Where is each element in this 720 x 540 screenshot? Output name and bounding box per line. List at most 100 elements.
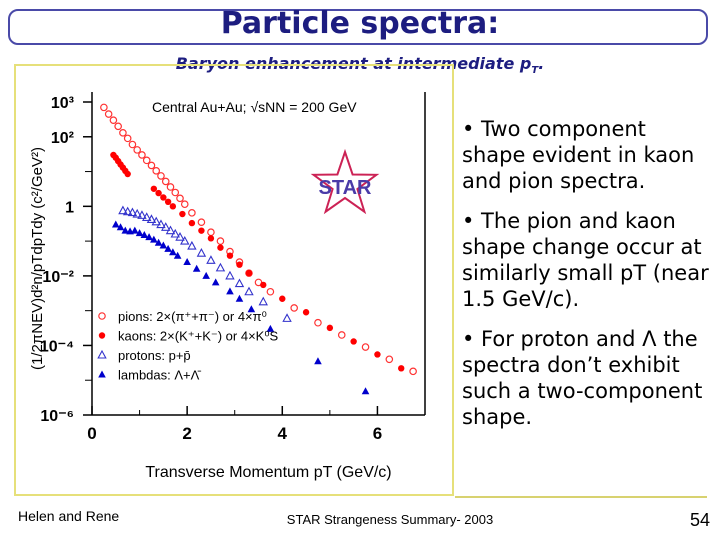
data-point bbox=[100, 103, 108, 112]
data-point bbox=[122, 206, 133, 216]
data-point bbox=[137, 210, 147, 219]
data-point bbox=[131, 226, 139, 234]
data-point bbox=[176, 194, 184, 203]
data-point bbox=[282, 313, 292, 322]
bullet-2: • The pion and kaon shape change occur a… bbox=[462, 209, 709, 311]
data-point bbox=[170, 228, 180, 238]
data-point bbox=[326, 324, 334, 332]
data-point bbox=[361, 343, 370, 351]
data-point bbox=[127, 207, 138, 217]
chart-legend: pions: 2×(π⁺+π⁻) or 4×π⁰ kaons: 2×(K⁺+K⁻)… bbox=[97, 309, 279, 383]
data-point bbox=[141, 212, 152, 221]
legend-marker bbox=[98, 370, 106, 378]
bullet-1: • Two component shape evident in kaon an… bbox=[462, 117, 695, 193]
bullet-3: • For proton and Λ the spectra don’t exh… bbox=[462, 327, 703, 429]
data-point bbox=[197, 218, 206, 226]
y-tick-label: 10⁻⁶ bbox=[40, 408, 74, 425]
x-tick-label: 0 bbox=[87, 424, 96, 443]
footer-authors: Helen and Rene bbox=[18, 508, 120, 524]
data-point bbox=[159, 241, 168, 249]
chart-axes: 0 2 4 6 10³ 10² 1 10⁻² 10⁻⁴ 10⁻⁶ bbox=[40, 92, 426, 443]
data-point bbox=[234, 278, 245, 288]
data-point bbox=[138, 151, 146, 159]
legend-label: lambdas: Λ+Λ̄ bbox=[118, 368, 201, 383]
data-point bbox=[202, 271, 210, 279]
y-axis-label: (1/2πNEV)d²n/pTdpTdy (c²/GeV²) bbox=[29, 147, 46, 370]
data-point bbox=[142, 156, 151, 165]
data-point bbox=[124, 170, 131, 178]
series-2 bbox=[118, 205, 292, 322]
chart-text: Transverse Momentum pT (GeV/c) (1/2πNEV)d… bbox=[29, 99, 392, 481]
data-point bbox=[207, 235, 215, 242]
legend-label: kaons: 2×(K⁺+K⁻) or 4×K⁰S bbox=[118, 329, 279, 344]
data-point bbox=[183, 258, 191, 266]
data-point bbox=[258, 296, 268, 306]
data-point bbox=[164, 244, 172, 252]
star-logo bbox=[310, 148, 380, 215]
title-frame bbox=[8, 9, 708, 45]
x-tick-label: 6 bbox=[373, 424, 382, 443]
data-point bbox=[215, 262, 226, 272]
data-point bbox=[211, 278, 220, 286]
data-point bbox=[164, 198, 172, 206]
data-point bbox=[119, 129, 127, 137]
data-point bbox=[225, 270, 235, 280]
data-point bbox=[314, 318, 322, 327]
chart-title: Central Au+Au; √sNN = 200 GeV bbox=[152, 99, 357, 115]
data-point bbox=[155, 189, 162, 197]
data-point bbox=[104, 110, 113, 118]
data-point bbox=[180, 200, 189, 209]
page-number: 54 bbox=[689, 510, 710, 530]
data-point bbox=[152, 167, 161, 175]
data-point bbox=[260, 281, 267, 289]
legend-marker bbox=[98, 332, 106, 339]
data-point bbox=[192, 264, 201, 272]
y-tick-label: 10² bbox=[51, 130, 74, 147]
data-point bbox=[150, 185, 158, 192]
data-point bbox=[166, 183, 175, 191]
data-point bbox=[109, 116, 118, 124]
x-tick-label: 2 bbox=[182, 424, 191, 443]
data-point bbox=[145, 233, 153, 241]
slide-title: Particle spectra: bbox=[220, 6, 500, 41]
y-tick-label: 1 bbox=[65, 199, 74, 216]
data-point bbox=[226, 252, 234, 259]
data-point bbox=[151, 216, 161, 226]
data-point bbox=[132, 208, 142, 218]
y-tick-label: 10⁻⁴ bbox=[40, 338, 74, 355]
data-point bbox=[188, 209, 196, 217]
series-1 bbox=[110, 151, 405, 372]
data-point bbox=[290, 304, 298, 312]
data-point bbox=[114, 122, 122, 131]
data-point bbox=[140, 230, 149, 238]
data-point bbox=[374, 351, 381, 358]
data-point bbox=[135, 229, 144, 237]
data-point bbox=[175, 231, 185, 241]
bullet-list: • Two component shape evident in kaon an… bbox=[462, 116, 712, 444]
data-point bbox=[121, 226, 130, 234]
data-point bbox=[247, 305, 256, 313]
footer-summary: STAR Strangeness Summary- 2003 bbox=[286, 512, 494, 527]
data-point bbox=[156, 219, 166, 229]
data-point bbox=[165, 225, 176, 235]
y-tick-label: 10⁻² bbox=[42, 269, 74, 286]
data-point bbox=[160, 194, 167, 201]
series-0 bbox=[100, 103, 417, 376]
data-point bbox=[236, 261, 243, 268]
legend-label: protons: p+p̄ bbox=[118, 348, 191, 363]
data-point bbox=[337, 331, 346, 339]
legend-marker bbox=[97, 349, 107, 359]
spectra-chart: 0 2 4 6 10³ 10² 1 10⁻² 10⁻⁴ 10⁻⁶ pions: 2×(π⁺+π⁻)… bbox=[29, 92, 426, 481]
data-point bbox=[179, 210, 186, 218]
data-point bbox=[116, 223, 125, 231]
data-point bbox=[244, 286, 254, 296]
data-point bbox=[161, 222, 171, 231]
series-3 bbox=[111, 220, 370, 395]
data-point bbox=[385, 355, 394, 364]
data-point bbox=[169, 203, 177, 210]
data-point bbox=[207, 228, 215, 237]
plot-frame bbox=[14, 64, 454, 496]
y-tick-label: 10³ bbox=[51, 95, 74, 112]
data-point bbox=[198, 227, 205, 234]
data-point bbox=[216, 237, 225, 245]
